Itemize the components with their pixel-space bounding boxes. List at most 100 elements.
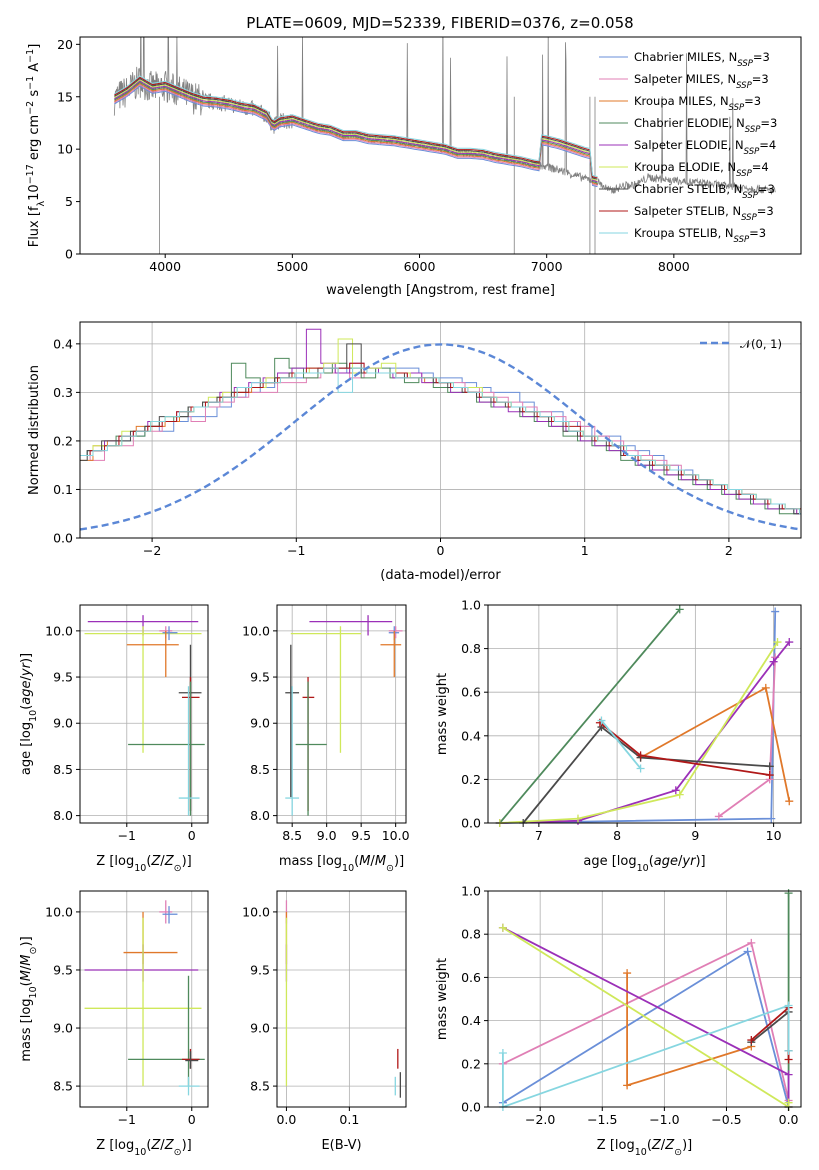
x-tick-label: 7000 (531, 259, 563, 274)
histogram-kroupa-miles (80, 367, 801, 515)
model-line-chabrier-elodie (114, 81, 598, 184)
legend-label-chabrier-stelib: Chabrier STELIB, NSSP=3 (634, 182, 775, 201)
errorbar-point-salpeter-elodie (309, 615, 393, 636)
y-tick-label: 0.8 (461, 641, 481, 656)
plot-area (285, 900, 401, 1098)
y-tick-label: 1.0 (461, 598, 481, 613)
panel-age_vs_Z: −1 0 8.0 8.5 9.0 9.5 10.0 Z [log10(Z/Z⊙)] age [l… (19, 604, 209, 874)
errorbar-point-chabrier-miles (162, 906, 178, 924)
y-tick-label: 0.4 (461, 1013, 481, 1028)
x-tick-label: 2 (725, 543, 733, 558)
axes-frame (487, 604, 802, 824)
weight-line (499, 641, 779, 824)
x-tick-label: 8.5 (282, 828, 302, 843)
y-tick-label: 8.5 (53, 1079, 73, 1094)
y-tick-label: 0.1 (53, 482, 73, 497)
weight-marker (784, 1098, 793, 1107)
plot-area (80, 328, 801, 531)
model-line-kroupa-stelib (114, 75, 598, 178)
model-line-chabrier-stelib (114, 77, 598, 180)
weight-marker (623, 1081, 632, 1090)
x-axis-label: wavelength [Angstrom, rest frame] (326, 283, 555, 298)
legend-label-chabrier-miles: Chabrier MILES, NSSP=3 (634, 50, 770, 69)
errorbar-point-kroupa-miles (126, 630, 179, 678)
x-tick-label: 10 (766, 828, 782, 843)
weight-line (718, 657, 777, 818)
weight-line (640, 686, 791, 802)
x-tick-label: 4000 (149, 259, 181, 274)
weight-marker (747, 1036, 756, 1045)
y-tick-label: 9.5 (250, 670, 270, 685)
panel-mass_vs_ebv: 0.0 0.1 8.5 9.0 9.5 10.0 E(B-V) (242, 890, 407, 1153)
y-tick-label: 0.2 (461, 1056, 481, 1071)
y-axis-label: Normed distribution (27, 365, 42, 495)
y-axis-label: Flux [fλ10−17 erg cm−2 s−1 A−1] (25, 44, 47, 248)
axes-frame (276, 604, 407, 824)
histogram-kroupa-stelib (80, 367, 801, 515)
legend-label-kroupa-miles: Kroupa MILES, NSSP=3 (634, 94, 761, 113)
weight-marker (597, 716, 606, 725)
y-tick-label: 10 (57, 142, 73, 157)
errorbar-point-kroupa-elodie (290, 626, 362, 753)
x-tick-label: 8000 (658, 259, 690, 274)
weight-line-salpeter-stelib (595, 718, 774, 780)
x-tick-label: 9.5 (351, 828, 371, 843)
axes: 4000 5000 6000 7000 8000 0 5 10 15 20 (57, 36, 802, 274)
weight-marker (785, 797, 794, 806)
x-tick-label: 1 (581, 543, 589, 558)
y-tick-label: 0.4 (53, 336, 73, 351)
y-tick-label: 10.0 (45, 904, 73, 919)
weight-marker (784, 1055, 793, 1064)
weight-line-kroupa-miles (636, 683, 794, 806)
y-tick-label: 8.5 (250, 762, 270, 777)
x-tick-label: 5000 (276, 259, 308, 274)
axes: −2.0 −1.5 −1.0 −0.5 0.0 0.0 0.2 0.4 0.6 0.8 1.0 (461, 884, 802, 1127)
histogram-kroupa-elodie (80, 338, 801, 510)
legend-label-salpeter-miles: Salpeter MILES, NSSP=3 (634, 72, 769, 91)
legend-label-kroupa-elodie: Kroupa ELODIE, NSSP=4 (634, 160, 769, 179)
x-axis-label: E(B-V) (321, 1138, 361, 1153)
x-tick-label: −1.0 (649, 1112, 679, 1127)
weight-line (626, 973, 752, 1087)
y-tick-label: 9.0 (250, 1021, 270, 1036)
y-axis-label: mass [log10(M/M⊙)] (19, 936, 39, 1061)
legend-label-salpeter-elodie: Salpeter ELODIE, NSSP=4 (634, 138, 776, 157)
errorbar-point-chabrier-elodie (295, 681, 327, 816)
weight-marker (765, 771, 774, 780)
errorbar-point-salpeter-elodie (84, 944, 199, 982)
legend: Chabrier MILES, NSSP=3 Salpeter MILES, NS… (599, 50, 777, 245)
y-tick-label: 10.0 (45, 623, 73, 638)
weight-marker (671, 786, 680, 795)
panel-residuals: −2 −1 0 1 2 0.0 0.1 0.2 0.3 0.4 𝒩(0, 1) (data-model… (27, 321, 802, 583)
legend-label-kroupa-stelib: Kroupa STELIB, NSSP=3 (634, 226, 766, 245)
weight-marker (784, 1070, 793, 1079)
model-line-salpeter-miles (114, 84, 598, 186)
weight-marker (675, 790, 684, 799)
x-tick-label: 9.0 (317, 828, 337, 843)
weight-marker (767, 814, 776, 823)
y-tick-label: 0.6 (461, 970, 481, 985)
weight-line-salpeter-miles (714, 653, 780, 821)
axes-frame (276, 890, 407, 1108)
x-axis-label: age [log10(age/yr)] (583, 854, 705, 874)
y-tick-label: 1.0 (461, 884, 481, 899)
y-tick-label: 0.2 (53, 433, 73, 448)
errorbar-point-chabrier-elodie (128, 681, 205, 816)
x-tick-label: 6000 (404, 259, 436, 274)
y-axis-label: mass weight (435, 958, 450, 1040)
weight-line-chabrier-stelib (519, 723, 774, 827)
errorbar-point-chabrier-miles (162, 626, 178, 641)
x-axis-label: (data-model)/error (380, 568, 501, 583)
weight-marker (773, 638, 782, 647)
y-tick-label: 0.2 (461, 772, 481, 787)
y-tick-label: 10.0 (242, 904, 270, 919)
model-line-salpeter-stelib (114, 76, 598, 179)
weight-marker (498, 1049, 507, 1057)
x-tick-label: −1 (118, 828, 136, 843)
x-tick-label: 0.1 (339, 1112, 359, 1127)
x-tick-label: 0.0 (276, 1112, 296, 1127)
weight-marker (785, 638, 794, 647)
x-tick-label: −2 (143, 543, 161, 558)
x-tick-label: −0.5 (711, 1112, 741, 1127)
errorbar-point-kroupa-elodie (84, 917, 202, 1087)
